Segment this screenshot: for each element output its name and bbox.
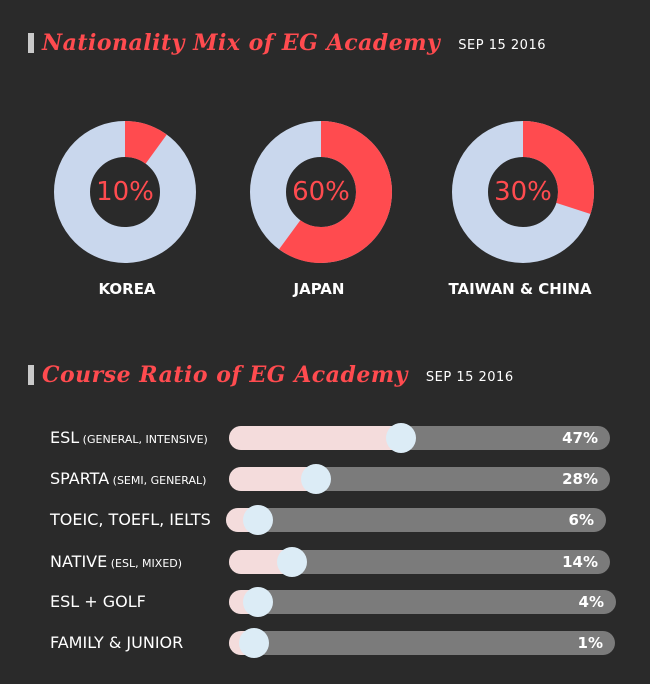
- nationality-date: SEP 15 2016: [458, 37, 546, 53]
- donut-chart: 60%: [249, 120, 393, 264]
- bar-category-label: ESL + GOLF: [50, 592, 146, 611]
- donut-chart: 10%: [53, 120, 197, 264]
- bar-category-name: FAMILY & JUNIOR: [50, 633, 184, 652]
- course-title: Course Ratio of EG Academy: [42, 362, 408, 388]
- course-date: SEP 15 2016: [425, 369, 514, 385]
- bar-category-name: ESL: [50, 428, 80, 447]
- donut-slice: [452, 121, 594, 263]
- bar-percent-label: 1%: [577, 634, 603, 652]
- donut-hole: [489, 158, 557, 226]
- donut-slice: [54, 121, 196, 263]
- bar-knob: [243, 587, 273, 617]
- bar-fill: [229, 426, 405, 450]
- bar-knob: [277, 547, 307, 577]
- nationality-header: Nationality Mix of EG Academy SEP 15 201…: [28, 30, 546, 56]
- donut-hole: [287, 158, 355, 226]
- header-bar-marker: [28, 33, 34, 53]
- bar-category-subtitle: (ESL, MIXED): [107, 557, 183, 570]
- bar-knob: [243, 505, 273, 535]
- donut-category-label: JAPAN: [293, 280, 345, 298]
- bar-category-name: TOEIC, TOEFL, IELTS: [50, 510, 211, 529]
- donut-percent-label: 30%: [494, 177, 552, 207]
- bar-knob: [301, 464, 331, 494]
- donut-category-label: KOREA: [98, 280, 156, 298]
- donut-category-label: TAIWAN & CHINA: [448, 280, 592, 298]
- bar-percent-label: 4%: [578, 593, 604, 611]
- nationality-title: Nationality Mix of EG Academy: [42, 30, 441, 56]
- donut-svg: [54, 121, 196, 263]
- bar-category-subtitle: (SEMI, GENERAL): [109, 474, 207, 487]
- bar-track: 6%: [226, 505, 606, 535]
- donut-slice: [250, 121, 392, 263]
- course-header: Course Ratio of EG Academy SEP 15 2016: [28, 362, 514, 388]
- bar-knob: [239, 628, 269, 658]
- bar-category-name: NATIVE: [50, 552, 108, 571]
- donut-svg: [250, 121, 392, 263]
- bar-category-label: ESL (GENERAL, INTENSIVE): [50, 428, 208, 447]
- bar-percent-label: 14%: [562, 553, 598, 571]
- bar-track: 4%: [229, 587, 616, 617]
- bar-track: 14%: [229, 547, 610, 577]
- bar-percent-label: 6%: [568, 511, 594, 529]
- bar-percent-label: 28%: [562, 470, 598, 488]
- bar-track: 1%: [229, 628, 615, 658]
- bar-percent-label: 47%: [562, 429, 598, 447]
- header-bar-marker: [28, 365, 34, 385]
- bar-category-name: SPARTA: [50, 469, 110, 488]
- donut-percent-label: 10%: [96, 177, 154, 207]
- bar-category-name: ESL + GOLF: [50, 592, 146, 611]
- bar-track: 47%: [229, 423, 610, 453]
- bar-category-label: SPARTA (SEMI, GENERAL): [50, 469, 206, 488]
- donut-svg: [452, 121, 594, 263]
- bar-category-subtitle: (GENERAL, INTENSIVE): [79, 433, 208, 446]
- bar-knob: [386, 423, 416, 453]
- donut-percent-label: 60%: [292, 177, 350, 207]
- bar-track: 28%: [229, 464, 610, 494]
- donut-hole: [91, 158, 159, 226]
- donut-chart: 30%: [451, 120, 595, 264]
- bar-category-label: TOEIC, TOEFL, IELTS: [50, 510, 211, 529]
- bar-category-label: FAMILY & JUNIOR: [50, 633, 183, 652]
- bar-category-label: NATIVE (ESL, MIXED): [50, 552, 182, 571]
